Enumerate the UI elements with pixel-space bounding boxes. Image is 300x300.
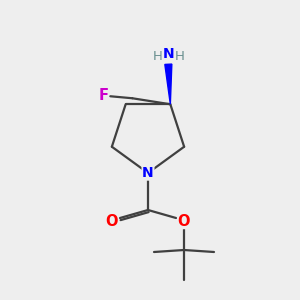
Text: F: F xyxy=(98,88,108,103)
Text: N: N xyxy=(142,166,154,180)
Polygon shape xyxy=(165,64,172,104)
Text: O: O xyxy=(106,214,118,229)
Text: H: H xyxy=(152,50,162,63)
Text: O: O xyxy=(178,214,190,229)
Text: H: H xyxy=(174,50,184,63)
Text: N: N xyxy=(163,47,174,61)
